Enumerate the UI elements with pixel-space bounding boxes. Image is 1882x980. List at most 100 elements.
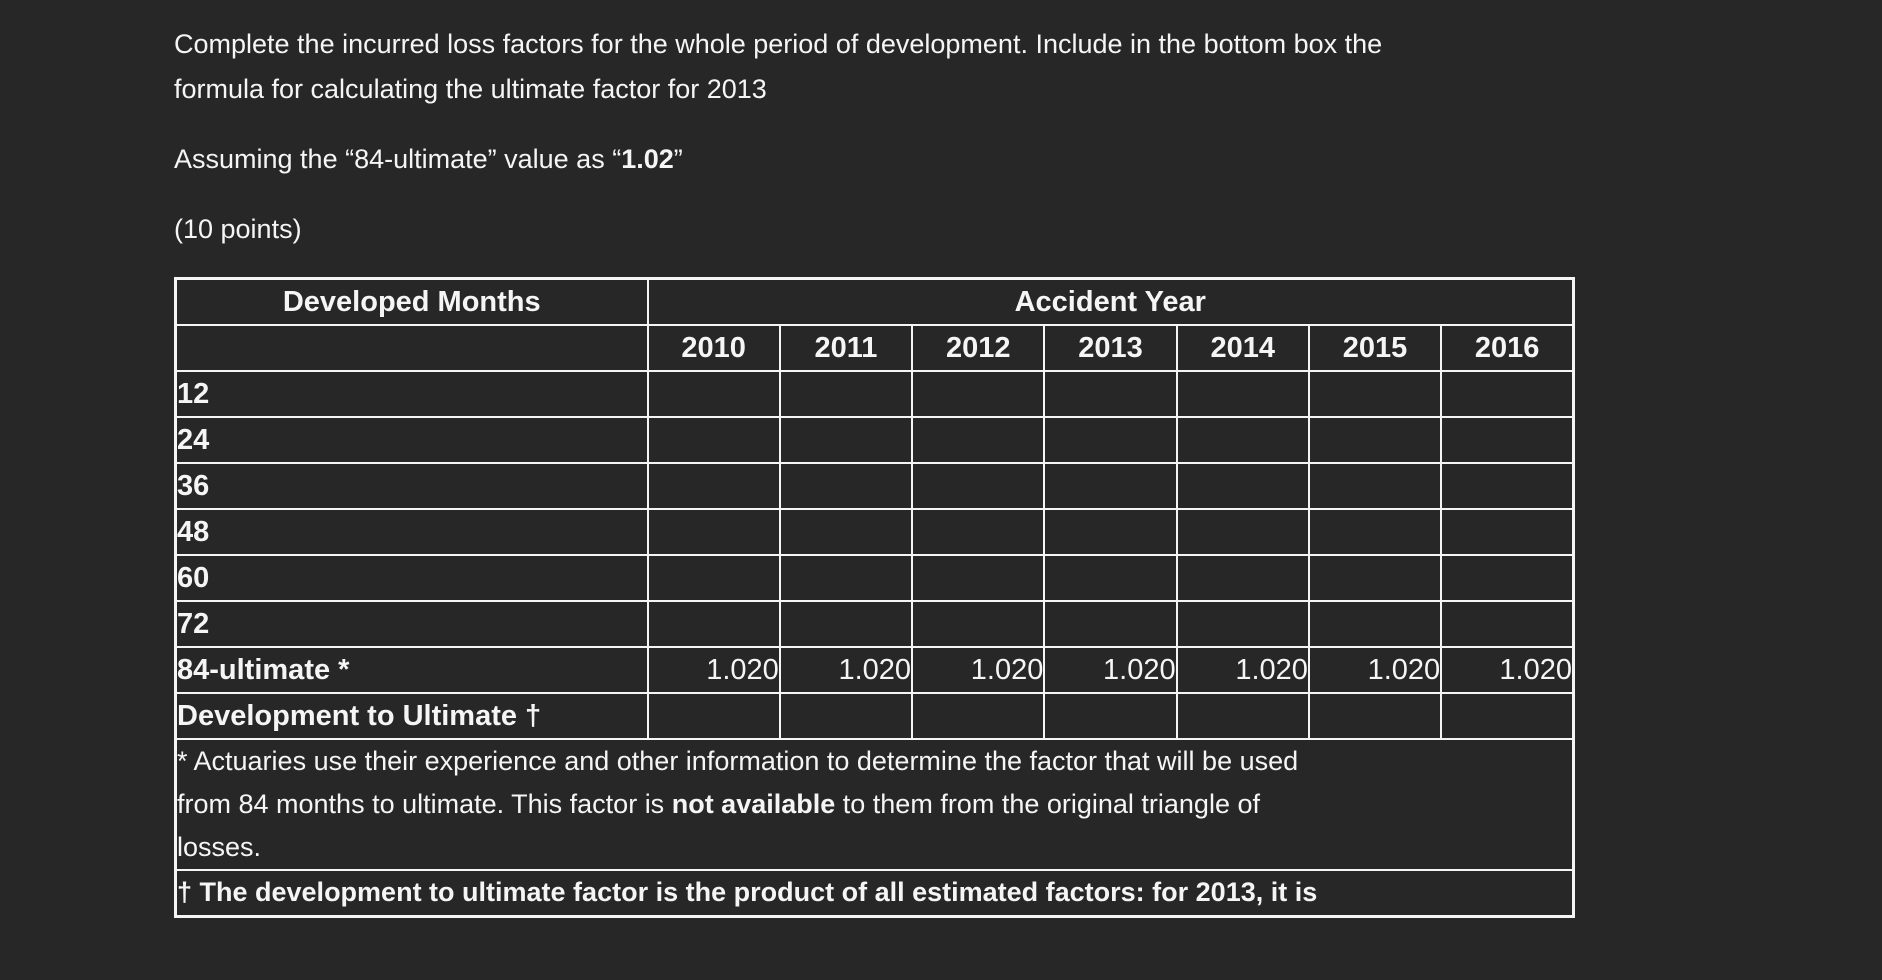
answer-cell	[1440, 692, 1575, 740]
answer-cell	[1043, 600, 1178, 648]
answer-cell	[778, 508, 914, 556]
answer-cell	[1043, 462, 1178, 510]
assumption-suffix: ”	[673, 144, 683, 174]
factor-cell-2012: 1.020	[911, 646, 1046, 694]
footnote-line2-bold: not available	[671, 789, 836, 819]
footnote-asterisk-row: * Actuaries use their experience and oth…	[174, 738, 1575, 871]
answer-cell	[646, 692, 781, 740]
loss-factors-table: Developed Months Accident Year 2010 2011…	[174, 277, 1575, 918]
year-header-2016: 2016	[1440, 324, 1575, 372]
answer-cell	[1175, 554, 1310, 602]
footnote-asterisk-line-2: from 84 months to ultimate. This factor …	[177, 783, 1572, 826]
answer-cell	[1175, 462, 1310, 510]
year-header-2014: 2014	[1175, 324, 1310, 372]
answer-cell	[1043, 554, 1178, 602]
footnote-line2-prefix: from 84 months to ultimate. This factor …	[177, 789, 672, 819]
answer-cell	[1440, 462, 1575, 510]
row-label-36: 36	[174, 462, 649, 510]
answer-cell	[778, 554, 914, 602]
row-label-60: 60	[174, 554, 649, 602]
answer-cell	[1175, 416, 1310, 464]
row-label-12: 12	[174, 370, 649, 418]
answer-cell	[646, 554, 781, 602]
accident-year-header: Accident Year	[646, 277, 1575, 326]
answer-cell	[778, 416, 914, 464]
table-header-row: Developed Months Accident Year	[174, 277, 1575, 326]
answer-cell	[1043, 508, 1178, 556]
answer-cell	[1440, 416, 1575, 464]
footnote-line2-suffix: to them from the original triangle of	[835, 789, 1260, 819]
factor-cell-2010: 1.020	[646, 646, 781, 694]
answer-cell	[911, 508, 1046, 556]
year-header-2010: 2010	[646, 324, 781, 372]
factor-cell-2011: 1.020	[778, 646, 914, 694]
factor-cell-2016: 1.020	[1440, 646, 1575, 694]
row-label-48: 48	[174, 508, 649, 556]
footnote-asterisk-line-3: losses.	[177, 832, 262, 862]
answer-cell	[1307, 508, 1443, 556]
answer-cell	[778, 462, 914, 510]
answer-cell	[911, 600, 1046, 648]
assumption-prefix: Assuming the “84-ultimate” value as “	[174, 144, 622, 174]
assumption-value: 1.02	[621, 144, 674, 174]
developed-months-header: Developed Months	[174, 277, 649, 326]
answer-cell	[778, 600, 914, 648]
points-label: (10 points)	[174, 214, 302, 244]
empty-corner-cell	[174, 324, 649, 372]
answer-cell	[646, 600, 781, 648]
answer-cell	[1043, 416, 1178, 464]
year-header-2015: 2015	[1307, 324, 1443, 372]
factor-cell-2014: 1.020	[1175, 646, 1310, 694]
answer-cell	[1175, 600, 1310, 648]
table-row-12: 12	[174, 370, 1575, 418]
answer-cell	[1440, 600, 1575, 648]
answer-cell	[1307, 554, 1443, 602]
answer-cell	[1043, 370, 1178, 418]
answer-cell	[1307, 416, 1443, 464]
answer-cell	[778, 692, 914, 740]
table-row-36: 36	[174, 462, 1575, 510]
footnote-dagger-text: † The development to ultimate factor is …	[177, 877, 1318, 907]
table-row-48: 48	[174, 508, 1575, 556]
question-content: Complete the incurred loss factors for t…	[174, 22, 1834, 918]
row-label-72: 72	[174, 600, 649, 648]
year-header-2013: 2013	[1043, 324, 1178, 372]
table-row-60: 60	[174, 554, 1575, 602]
answer-cell	[1440, 508, 1575, 556]
row-label-84-ultimate: 84-ultimate *	[174, 646, 649, 694]
answer-cell	[1440, 370, 1575, 418]
question-statement-line-2: formula for calculating the ultimate fac…	[174, 74, 767, 104]
answer-cell	[1175, 692, 1310, 740]
table-row-development-to-ultimate: Development to Ultimate †	[174, 692, 1575, 740]
answer-cell	[646, 508, 781, 556]
table-row-24: 24	[174, 416, 1575, 464]
year-header-2012: 2012	[911, 324, 1046, 372]
answer-cell	[1440, 554, 1575, 602]
year-header-2011: 2011	[778, 324, 914, 372]
answer-cell	[911, 554, 1046, 602]
answer-cell	[1307, 462, 1443, 510]
answer-cell	[911, 692, 1046, 740]
answer-cell	[1307, 692, 1443, 740]
table-row-84-ultimate: 84-ultimate * 1.020 1.020 1.020 1.020 1.…	[174, 646, 1575, 694]
formula-answer-box: † The development to ultimate factor is …	[174, 869, 1575, 918]
answer-cell	[911, 416, 1046, 464]
answer-cell	[911, 370, 1046, 418]
assumption-text: Assuming the “84-ultimate” value as “1.0…	[174, 137, 1834, 182]
answer-cell	[646, 462, 781, 510]
table-row-72: 72	[174, 600, 1575, 648]
footnote-asterisk-cell: * Actuaries use their experience and oth…	[174, 738, 1575, 871]
answer-cell	[1175, 370, 1310, 418]
answer-cell	[911, 462, 1046, 510]
row-label-development-to-ultimate: Development to Ultimate †	[174, 692, 649, 740]
years-row: 2010 2011 2012 2013 2014 2015 2016	[174, 324, 1575, 372]
footnote-asterisk-line-1: * Actuaries use their experience and oth…	[177, 746, 1299, 776]
answer-cell	[1307, 370, 1443, 418]
answer-cell	[1175, 508, 1310, 556]
footnote-dagger-row: † The development to ultimate factor is …	[174, 869, 1575, 918]
answer-cell	[1043, 692, 1178, 740]
factor-cell-2013: 1.020	[1043, 646, 1178, 694]
row-label-24: 24	[174, 416, 649, 464]
answer-cell	[778, 370, 914, 418]
